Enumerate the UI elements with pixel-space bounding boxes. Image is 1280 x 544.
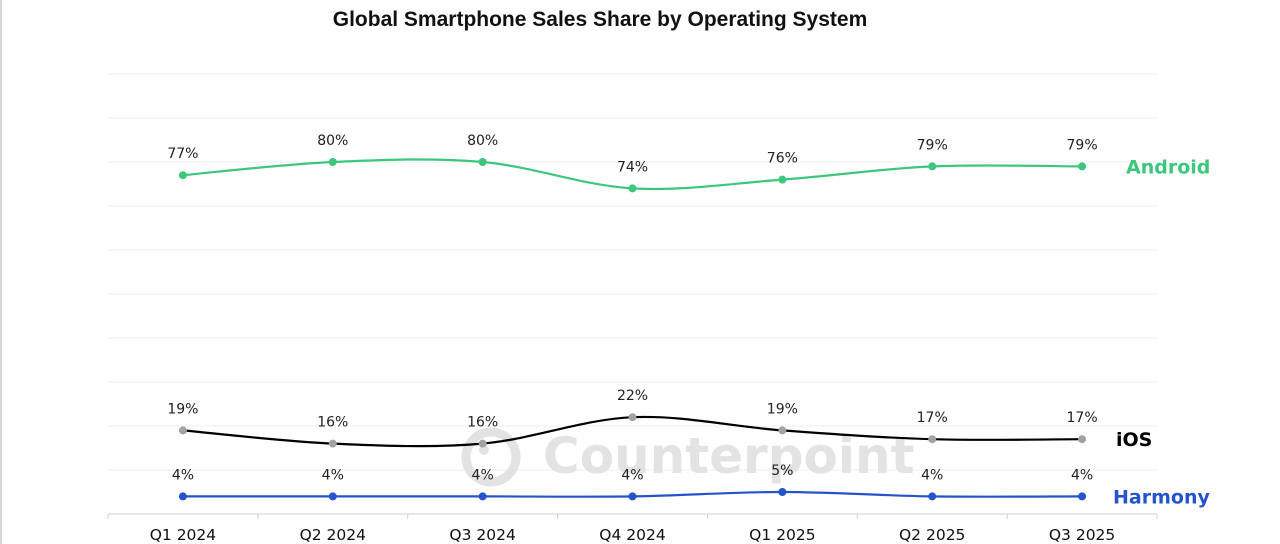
x-tick-label: Q2 2024 xyxy=(300,526,366,544)
android-data-label: 76% xyxy=(767,151,798,167)
chart-title: Global Smartphone Sales Share by Operati… xyxy=(332,8,868,31)
ios-point xyxy=(1078,435,1087,444)
x-tick-label: Q4 2024 xyxy=(599,526,665,544)
harmony-point xyxy=(928,492,937,501)
ios-point xyxy=(328,439,337,448)
android-point xyxy=(1078,162,1087,171)
android-point xyxy=(328,158,337,166)
harmony-data-label: 4% xyxy=(1071,467,1093,483)
harmony-data-label: 4% xyxy=(921,467,943,483)
watermark-logo-dot xyxy=(479,445,489,455)
gridlines xyxy=(108,73,1158,471)
series-legend: Android iOS Harmony xyxy=(1113,156,1210,508)
harmony-data-label: 5% xyxy=(771,463,793,479)
ios-data-label: 22% xyxy=(617,388,648,404)
android-point xyxy=(628,184,637,193)
android-point xyxy=(178,171,187,180)
harmony-data-label: 4% xyxy=(172,467,194,483)
ios-data-label: 16% xyxy=(317,415,348,431)
x-tick-label: Q1 2025 xyxy=(749,526,815,544)
watermark-logo-icon xyxy=(461,427,521,487)
android-data-label: 80% xyxy=(467,133,498,149)
x-tick-label: Q2 2025 xyxy=(899,526,965,544)
ios-data-label: 16% xyxy=(467,415,498,431)
watermark: Counterpoint xyxy=(461,427,914,487)
legend-harmony: Harmony xyxy=(1113,486,1210,508)
android-point xyxy=(778,175,787,184)
ios-data-label: 19% xyxy=(167,401,198,417)
x-tick-label: Q3 2025 xyxy=(1049,526,1115,544)
harmony-point xyxy=(328,492,337,501)
android-data-label: 74% xyxy=(617,159,648,175)
ios-data-label: 17% xyxy=(1067,410,1098,426)
ios-data-label: 17% xyxy=(917,410,948,426)
harmony-data-label: 4% xyxy=(472,467,494,483)
android-data-label: 77% xyxy=(167,146,198,162)
harmony-data-label: 4% xyxy=(621,467,643,483)
android-point xyxy=(928,162,937,171)
harmony-point xyxy=(1078,492,1087,501)
legend-android: Android xyxy=(1126,156,1210,178)
android-data-label: 80% xyxy=(317,133,348,149)
harmony-point xyxy=(178,492,187,501)
ios-point xyxy=(928,435,937,444)
android-data-label: 79% xyxy=(1067,137,1098,153)
x-axis: Q1 2024 Q2 2024 Q3 2024 Q4 2024 Q1 2025 Q2 20… xyxy=(107,513,1158,544)
x-tick-label: Q1 2024 xyxy=(150,526,216,544)
x-tick-label: Q3 2024 xyxy=(449,526,515,544)
harmony-data-label: 4% xyxy=(322,467,344,483)
data-labels: 77% 80% 80% 74% 76% 79% 79% 19% 16% 16% 22% 19% 17% 1… xyxy=(167,133,1097,483)
ios-point xyxy=(478,439,487,448)
harmony-point xyxy=(478,492,487,501)
ios-point xyxy=(778,426,787,435)
legend-ios: iOS xyxy=(1116,429,1152,451)
harmony-point xyxy=(778,488,787,496)
ios-data-label: 19% xyxy=(767,401,798,417)
watermark-text: Counterpoint xyxy=(543,427,914,485)
harmony-point xyxy=(628,492,637,501)
android-data-label: 79% xyxy=(917,137,948,153)
ios-point xyxy=(628,413,637,422)
android-point xyxy=(478,158,487,166)
series-layer xyxy=(178,158,1087,501)
ios-point xyxy=(178,426,187,435)
